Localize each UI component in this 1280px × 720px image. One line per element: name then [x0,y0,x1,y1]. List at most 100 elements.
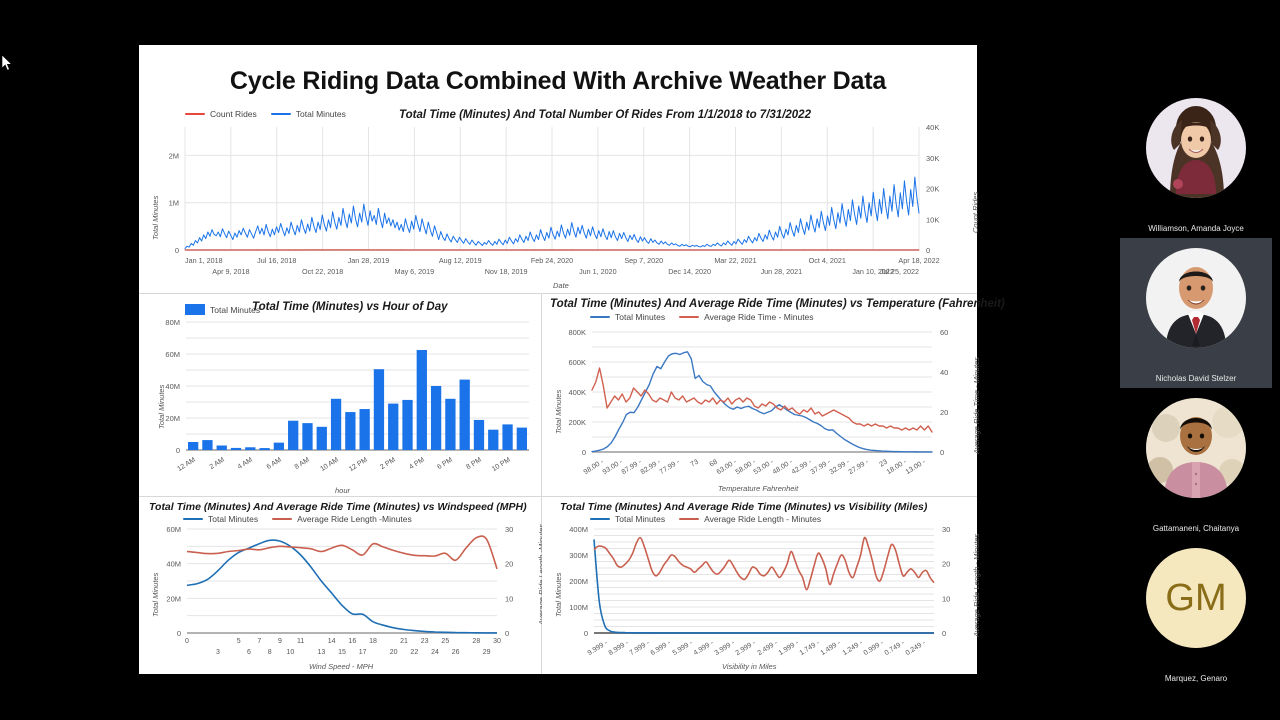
svg-text:200M: 200M [569,577,588,586]
windspeed-xtick: 30 [493,638,501,645]
svg-text:20: 20 [505,560,513,569]
timeseries-ylabel: Total Minutes [151,195,160,240]
windspeed-xtick: 24 [431,649,439,656]
legend-swatch-wind-blue [183,517,203,521]
svg-text:10: 10 [505,594,513,603]
svg-text:800K: 800K [568,328,586,337]
svg-text:40: 40 [940,368,948,377]
temperature-legend: Total Minutes Average Ride Time - Minute… [590,312,814,322]
temperature-y2label: Average Ride Time - Minutes [972,357,981,454]
slide-title: Cycle Riding Data Combined With Archive … [229,67,887,95]
svg-text:60M: 60M [165,350,180,359]
svg-text:1M: 1M [169,199,179,208]
visibility-legend: Total Minutes Average Ride Length - Minu… [590,514,821,524]
svg-text:30: 30 [942,525,950,534]
svg-text:300M: 300M [569,551,588,560]
windspeed-xlabel: Wind Speed - MPH [309,662,374,671]
svg-text:400M: 400M [569,525,588,534]
windspeed-xtick: 7 [257,638,262,645]
windspeed-xtick: 15 [338,649,346,656]
windspeed-xtick: 16 [348,638,357,645]
participant-name: Nicholas David Stelzer [1155,374,1237,383]
svg-text:Jul 25, 2022: Jul 25, 2022 [880,267,919,276]
chart-visibility: Total Time (Minutes) And Average Ride Ti… [542,496,981,674]
participant-tile-3[interactable]: GM Marquez, Genaro [1120,538,1272,688]
svg-text:0: 0 [582,448,586,457]
chart-temperature: Total Time (Minutes) And Average Ride Ti… [542,293,1005,496]
legend-label-count-rides: Count Rides [210,109,257,119]
svg-text:20: 20 [942,560,950,569]
windspeed-xtick: 18 [369,638,377,645]
participant-panel: Williamson, Amanda Joyce Nicho [1120,88,1272,688]
legend-item-wind-total-minutes: Total Minutes [183,514,258,524]
svg-text:20M: 20M [165,414,180,423]
visibility-title: Total Time (Minutes) And Average Ride Ti… [560,501,928,513]
legend-item-wind-avg-ride: Average Ride Length -Minutes [272,514,412,524]
windspeed-xtick: 3 [216,649,220,656]
windspeed-xtick: 9 [278,638,282,645]
svg-text:0: 0 [176,446,180,455]
legend-swatch-blue [270,112,291,116]
svg-text:Jan 28, 2019: Jan 28, 2019 [348,256,390,265]
svg-text:20: 20 [940,408,948,417]
svg-text:40M: 40M [166,560,181,569]
svg-text:40M: 40M [165,382,180,391]
legend-item-temp-total-minutes: Total Minutes [590,312,665,322]
svg-text:30: 30 [505,525,513,534]
svg-text:80M: 80M [165,318,180,327]
visibility-y2label: Average Ride Length - Minutes [972,533,981,637]
hour-legend: Total Minutes [185,304,260,315]
legend-label-vis-avg-ride: Average Ride Length - Minutes [704,514,822,524]
participant-tile-1[interactable]: Nicholas David Stelzer [1120,238,1272,388]
windspeed-xtick: 26 [451,649,460,656]
chart-windspeed: Total Time (Minutes) And Average Ride Ti… [139,496,546,674]
legend-swatch-temp-blue [590,315,610,319]
svg-text:0: 0 [505,629,509,638]
svg-text:10: 10 [942,594,950,603]
legend-item-count-rides: Count Rides [185,109,257,119]
svg-text:Feb 24, 2020: Feb 24, 2020 [531,256,573,265]
svg-text:600K: 600K [568,358,586,367]
avatar [1146,98,1246,198]
windspeed-xtick: 23 [420,638,429,645]
timeseries-title: Total Time (Minutes) And Total Number Of… [399,109,811,121]
legend-swatch-blue-box [185,304,205,315]
svg-text:40K: 40K [926,123,939,132]
svg-text:30K: 30K [926,154,939,163]
svg-text:2M: 2M [169,151,179,160]
legend-label-temp-avg-ride: Average Ride Time - Minutes [704,312,814,322]
windspeed-xtick: 25 [441,638,450,645]
svg-text:Jun 1, 2020: Jun 1, 2020 [579,267,617,276]
svg-text:0: 0 [926,246,930,255]
svg-text:10K: 10K [926,215,939,224]
windspeed-xtick: 13 [317,649,326,656]
avatar [1146,248,1246,348]
chart-timeseries: Count Rides Total Minutes Total Time (Mi… [139,105,980,293]
participant-tile-2[interactable]: Gattamaneni, Chaitanya [1120,388,1272,538]
participant-tile-0[interactable]: Williamson, Amanda Joyce [1120,88,1272,238]
windspeed-xtick: 14 [327,638,336,645]
windspeed-xtick: 21 [400,638,408,645]
temperature-ylabel: Total Minutes [554,389,563,434]
svg-text:200K: 200K [568,418,586,427]
hour-title: Total Time (Minutes) vs Hour of Day [252,301,448,313]
windspeed-ylabel: Total Minutes [151,572,160,617]
timeseries-y2label: Count Rides [971,191,980,233]
participant-name: Williamson, Amanda Joyce [1148,224,1244,233]
timeseries-xlabel: Date [553,281,569,290]
svg-text:Sep 7, 2020: Sep 7, 2020 [624,256,663,265]
windspeed-xtick: 0 [185,638,189,645]
legend-swatch-wind-red [272,517,293,521]
svg-text:Oct 22, 2018: Oct 22, 2018 [302,267,343,276]
windspeed-xtick: 28 [472,638,481,645]
hour-plot: 0 20M 40M 60M 80M [165,318,529,455]
svg-text:Jun 28, 2021: Jun 28, 2021 [761,267,803,276]
temperature-plot: 0 200K 400K 600K 800K 0 20 40 60 [568,328,948,457]
svg-text:Jan 1, 2018: Jan 1, 2018 [185,256,223,265]
windspeed-title: Total Time (Minutes) And Average Ride Ti… [149,501,527,513]
svg-text:0: 0 [942,629,946,638]
hour-xlabel: hour [335,486,351,495]
windspeed-xtick: 20 [389,649,398,656]
svg-text:Apr 18, 2022: Apr 18, 2022 [898,256,939,265]
